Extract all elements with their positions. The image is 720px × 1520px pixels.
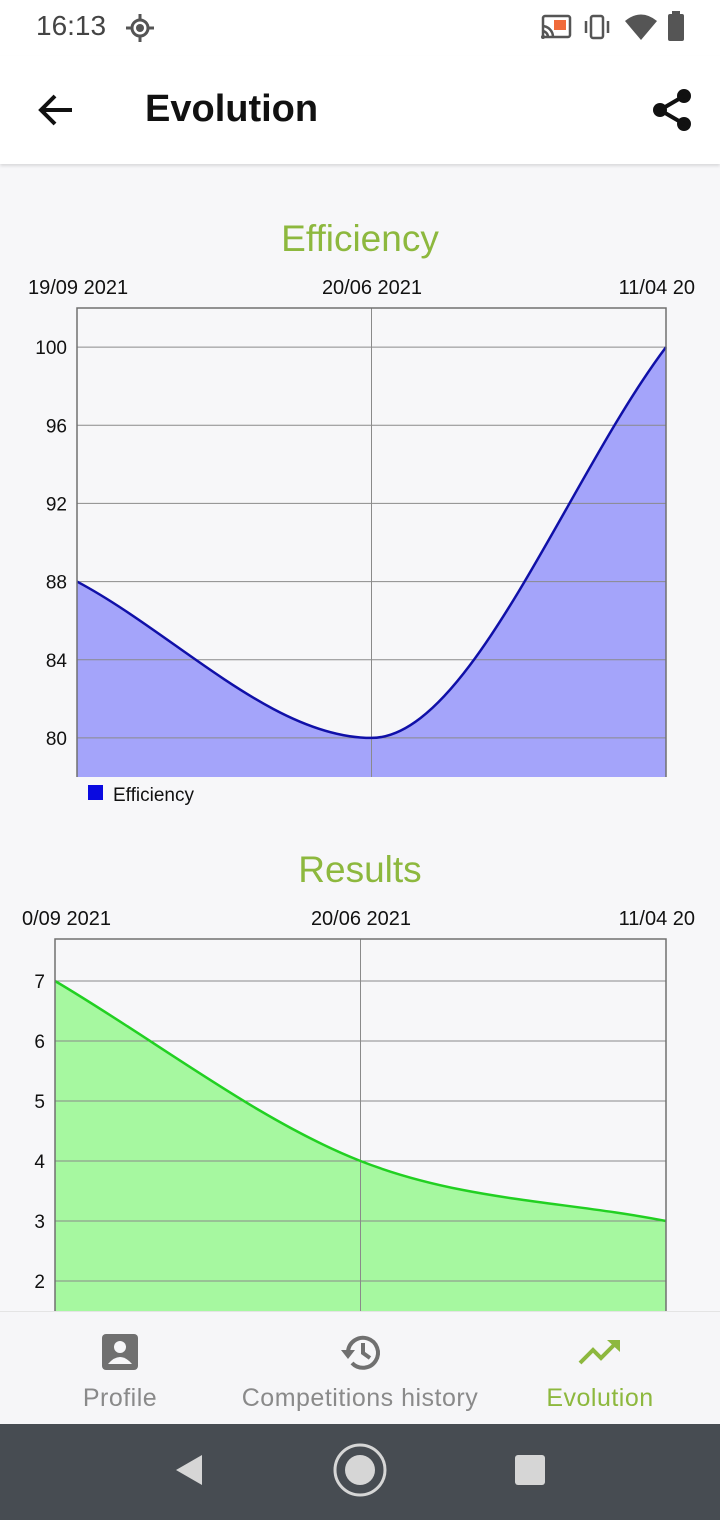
bottom-navigation: Profile Competitions history Evolution — [0, 1311, 720, 1425]
x-tick-label: 11/04 20 — [619, 908, 695, 930]
series-line — [76, 346, 667, 740]
charts-canvas: Efficiency 19/09 2021 20/06 2021 11/04 20 80… — [22, 218, 695, 1311]
y-tick-label: 100 — [35, 338, 67, 359]
y-tick-label: 3 — [34, 1212, 45, 1233]
back-button[interactable] — [28, 84, 84, 140]
y-tick-label: 6 — [34, 1032, 45, 1053]
x-tick-label: 19/09 2021 — [28, 277, 128, 299]
cast-icon — [540, 14, 572, 45]
plot-border — [54, 938, 667, 1311]
x-tick-label: 0/09 2021 — [22, 908, 111, 930]
nav-label-profile: Profile — [82, 1384, 158, 1412]
home-circle-icon — [332, 1442, 388, 1503]
plot-border — [76, 307, 667, 777]
y-tick-label: 5 — [34, 1092, 45, 1113]
y-tick-label: 92 — [46, 494, 67, 515]
y-tick-label: 7 — [34, 972, 45, 993]
app-bar: Evolution — [0, 56, 720, 164]
share-icon — [651, 88, 693, 137]
battery-icon — [666, 10, 686, 47]
x-tick-label: 20/06 2021 — [311, 908, 411, 930]
y-tick-label: 88 — [46, 573, 67, 594]
nav-item-profile[interactable]: Profile — [40, 1312, 200, 1425]
person-icon — [100, 1332, 140, 1377]
system-back-button[interactable] — [160, 1444, 216, 1500]
series-line — [54, 979, 667, 1223]
chart-title: Results — [298, 849, 421, 890]
trending-up-icon — [578, 1337, 622, 1372]
x-tick-label: 20/06 2021 — [322, 277, 422, 299]
nav-label-competitions-history: Competitions history — [241, 1384, 479, 1412]
nav-label-evolution: Evolution — [546, 1384, 654, 1412]
system-navigation-bar — [0, 1424, 720, 1520]
chart-title: Efficiency — [281, 218, 439, 259]
y-tick-label: 84 — [46, 651, 68, 672]
x-tick-label: 11/04 20 — [619, 277, 695, 299]
legend-swatch — [88, 785, 103, 800]
vibrate-icon — [582, 12, 612, 47]
back-triangle-icon — [172, 1453, 204, 1492]
history-icon — [338, 1332, 382, 1377]
page-title: Evolution — [145, 88, 319, 130]
share-button[interactable] — [644, 84, 700, 140]
location-icon — [124, 12, 156, 49]
series-area — [77, 347, 666, 777]
recents-square-icon — [514, 1454, 546, 1491]
nav-item-evolution[interactable]: Evolution — [520, 1312, 680, 1425]
system-recents-button[interactable] — [502, 1444, 558, 1500]
wifi-icon — [624, 12, 658, 47]
system-home-button[interactable] — [332, 1442, 388, 1503]
series-area — [55, 981, 666, 1311]
nav-item-competitions-history[interactable]: Competitions history — [230, 1312, 490, 1425]
legend-label: Efficiency — [113, 785, 194, 806]
status-bar: 16:13 — [0, 0, 720, 56]
y-tick-label: 96 — [46, 416, 67, 437]
status-time: 16:13 — [36, 10, 107, 41]
y-tick-label: 80 — [46, 729, 67, 750]
charts-content[interactable]: Efficiency 19/09 2021 20/06 2021 11/04 20 80… — [0, 164, 720, 1311]
arrow-back-icon — [36, 90, 76, 135]
y-tick-label: 4 — [34, 1152, 45, 1173]
y-tick-label: 2 — [34, 1272, 45, 1293]
